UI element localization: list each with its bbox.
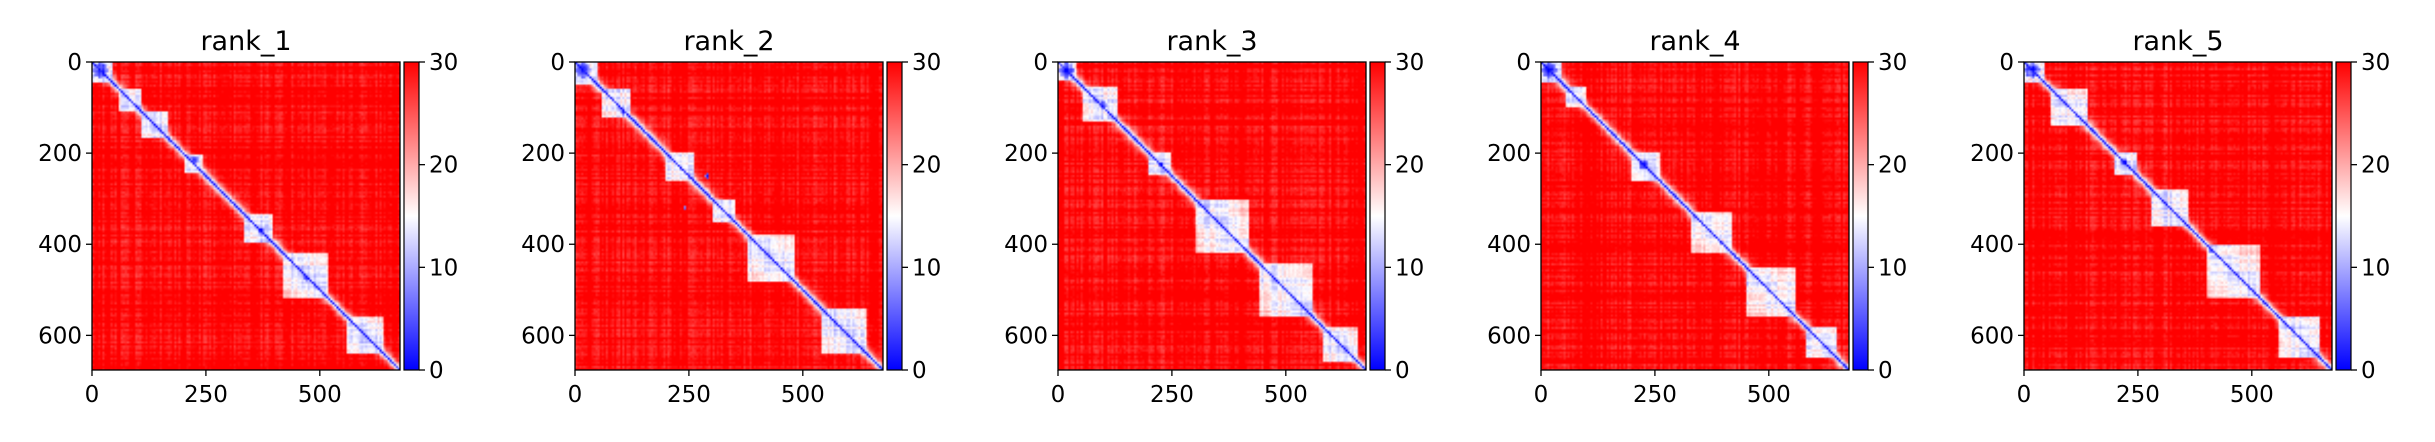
y-tick-label: 600 [1487, 323, 1531, 349]
y-tick-label: 600 [38, 323, 82, 349]
y-tick-label: 600 [1970, 323, 2014, 349]
colorbar-tick-label: 30 [912, 50, 941, 76]
colorbar-tick-label: 30 [429, 50, 458, 76]
heatmap-image [92, 62, 400, 370]
colorbar-tick-label: 30 [2361, 50, 2390, 76]
panel-title: rank_2 [683, 26, 774, 57]
y-tick-label: 600 [1004, 323, 1048, 349]
colorbar-tick-label: 20 [912, 153, 941, 179]
panel-title: rank_4 [1649, 26, 1740, 57]
y-tick-label: 0 [1033, 50, 1048, 76]
colorbar-tick-label: 0 [912, 358, 927, 384]
colorbar-tick-label: 10 [912, 255, 941, 281]
x-tick-label: 250 [1150, 382, 1194, 408]
x-tick-label: 250 [2116, 382, 2160, 408]
colorbar [403, 61, 420, 371]
colorbar-tick-label: 10 [1878, 255, 1907, 281]
x-tick-label: 500 [781, 382, 825, 408]
heatmap-frame [574, 61, 884, 371]
colorbar-tick-label: 20 [1878, 153, 1907, 179]
x-tick-label: 500 [1264, 382, 1308, 408]
heatmap-panel-2: rank_2 0 250 500 0 200 400 600 0 10 20 30 [521, 26, 941, 408]
heatmap-image [1058, 62, 1366, 370]
y-tick-label: 400 [1487, 232, 1531, 258]
y-tick-label: 400 [1004, 232, 1048, 258]
colorbar [1369, 61, 1386, 371]
colorbar [886, 61, 903, 371]
x-tick-label: 250 [184, 382, 228, 408]
y-tick-label: 0 [550, 50, 565, 76]
heatmap-image [1541, 62, 1849, 370]
x-tick-label: 0 [85, 382, 100, 408]
colorbar-tick-label: 10 [2361, 255, 2390, 281]
y-tick-label: 0 [1516, 50, 1531, 76]
y-tick-label: 200 [38, 141, 82, 167]
x-tick-label: 500 [2230, 382, 2274, 408]
y-tick-label: 0 [67, 50, 82, 76]
heatmap-image [575, 62, 883, 370]
x-tick-label: 500 [298, 382, 342, 408]
x-tick-label: 250 [1633, 382, 1677, 408]
y-tick-label: 600 [521, 323, 565, 349]
x-tick-label: 0 [568, 382, 583, 408]
heatmap-image [2024, 62, 2332, 370]
heatmap-frame [1540, 61, 1850, 371]
heatmap-panel-3: rank_3 0 250 500 0 200 400 600 0 10 20 30 [1004, 26, 1424, 408]
heatmap-frame [1057, 61, 1367, 371]
x-tick-label: 250 [667, 382, 711, 408]
colorbar-tick-label: 0 [1395, 358, 1410, 384]
y-tick-label: 200 [1004, 141, 1048, 167]
colorbar [1852, 61, 1869, 371]
y-tick-label: 0 [1999, 50, 2014, 76]
heatmap-frame [2023, 61, 2333, 371]
x-tick-label: 0 [1534, 382, 1549, 408]
panel-title: rank_1 [200, 26, 291, 57]
heatmap-panel-4: rank_4 0 250 500 0 200 400 600 0 10 20 30 [1487, 26, 1907, 408]
colorbar-tick-label: 0 [429, 358, 444, 384]
colorbar-tick-label: 20 [2361, 153, 2390, 179]
colorbar [2335, 61, 2352, 371]
y-tick-label: 200 [1970, 141, 2014, 167]
y-tick-label: 200 [521, 141, 565, 167]
panel-title: rank_3 [1166, 26, 1257, 57]
colorbar-tick-label: 0 [1878, 358, 1893, 384]
y-tick-label: 400 [521, 232, 565, 258]
y-tick-label: 400 [1970, 232, 2014, 258]
colorbar-tick-label: 0 [2361, 358, 2376, 384]
heatmap-panel-5: rank_5 0 250 500 0 200 400 600 0 10 20 30 [1970, 26, 2390, 408]
y-tick-label: 200 [1487, 141, 1531, 167]
heatmap-panel-1: rank_1 0 250 500 0 200 400 600 0 10 20 30 [38, 26, 458, 408]
x-tick-label: 500 [1747, 382, 1791, 408]
colorbar-tick-label: 20 [429, 153, 458, 179]
colorbar-tick-label: 20 [1395, 153, 1424, 179]
heatmap-frame [91, 61, 401, 371]
colorbar-tick-label: 30 [1395, 50, 1424, 76]
x-tick-label: 0 [2017, 382, 2032, 408]
y-tick-label: 400 [38, 232, 82, 258]
x-tick-label: 0 [1051, 382, 1066, 408]
colorbar-tick-label: 30 [1878, 50, 1907, 76]
colorbar-tick-label: 10 [429, 255, 458, 281]
colorbar-tick-label: 10 [1395, 255, 1424, 281]
panel-title: rank_5 [2132, 26, 2223, 57]
